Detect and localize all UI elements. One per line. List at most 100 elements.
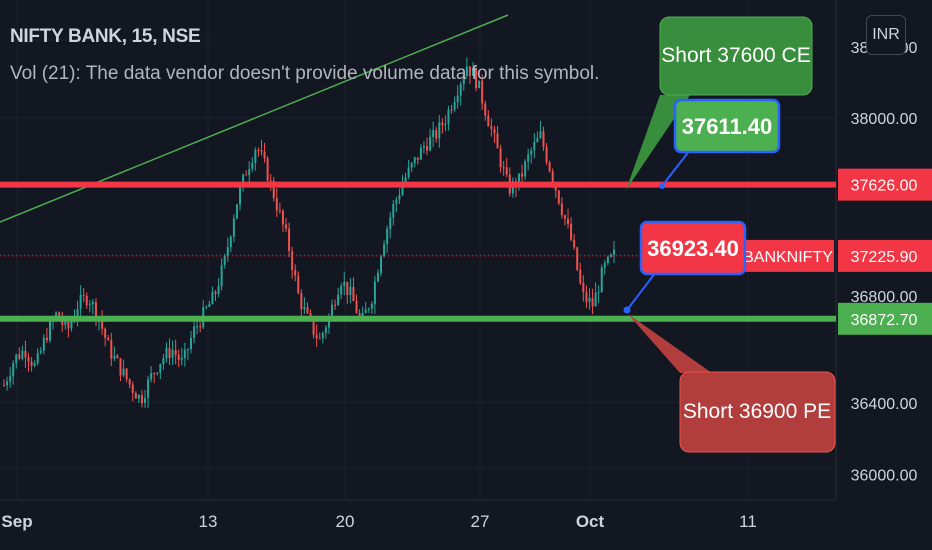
callout-pointer [661,149,691,187]
price-tag-bg [838,168,932,201]
candle-body [303,307,306,310]
candle-body [150,373,153,380]
candle-body [330,304,333,316]
callout-box [679,371,836,453]
candle-body [521,173,524,177]
callout-pointer [626,271,657,311]
candle-body [297,275,300,294]
candle-body [6,381,9,386]
candle-body [422,146,425,148]
candle-body [573,239,576,248]
candle-body [159,364,162,373]
candle-body [579,269,582,283]
x-tick-label: Oct [576,512,605,531]
candle-body [373,281,376,304]
candle-body [122,368,125,376]
callout-37611: 37611.40 [659,98,781,189]
candle-body [453,102,456,110]
candle-body [407,167,410,178]
candle-body [542,131,545,147]
candle-body [355,301,358,314]
candle-body [21,350,24,359]
candle-body [315,334,318,339]
price-tag: 36872.70 [838,302,932,335]
candle-body [306,307,309,314]
candle-body [563,215,566,219]
candle-body [186,349,189,351]
candle-body [42,337,45,351]
candle-body [263,151,266,159]
candle-body [242,174,245,188]
candle-body [91,301,94,305]
candle-body [294,269,297,276]
candle-body [432,130,435,137]
candle-body [585,292,588,302]
candle-body [70,321,73,329]
candle-body [471,69,474,76]
candle-body [606,256,609,264]
candle-body [386,228,389,244]
symbol-tag-bg [742,239,834,272]
price-tag: 37225.90 BANKNIFTY [742,239,932,272]
candle-body [383,243,386,257]
callout-box [673,98,781,154]
candle-body [254,149,257,163]
x-tick-label: 20 [336,512,355,531]
candle-body [358,313,361,316]
candle-body [12,363,15,377]
candle-body [67,321,70,329]
currency-button[interactable]: INR [866,15,906,55]
price-tag-label: 37626.00 [851,178,918,195]
candle-body [364,309,367,313]
candle-body [597,292,600,294]
candle-body [367,308,370,310]
candle-body [404,177,407,184]
candle-body [551,171,554,183]
candle-body [171,350,174,358]
candle-body [281,210,284,225]
callout-box [659,16,813,96]
candle-body [245,174,248,176]
candle-body [435,130,438,139]
callout-pointer [628,314,712,373]
candle-body [113,355,116,359]
candle-body [349,287,352,296]
candle-body [125,368,128,380]
candle-body [18,354,21,359]
candle-body [285,224,288,229]
price-tag-bg [838,239,932,272]
candle-body [27,357,30,362]
anchor-point [659,183,665,189]
candle-body [557,190,560,204]
candle-body [140,394,143,404]
candle-body [478,80,481,89]
candle-body [548,162,551,172]
volume-note: Vol (21): The data vendor doesn't provid… [10,63,600,84]
candle-body [389,217,392,229]
candle-body [131,384,134,393]
candle-body [82,294,85,296]
candle-body [343,281,346,286]
candle-body [48,321,51,341]
candle-body [545,146,548,163]
price-tag-bg [838,302,932,335]
candle-body [340,285,343,295]
x-tick-label: 27 [471,512,490,531]
y-tick-label: 36800.00 [851,289,918,306]
candle-body [239,187,242,205]
candle-body [110,340,113,359]
candle-body [426,146,429,151]
candle-body [119,358,122,376]
candle-body [441,122,444,126]
candle-body [487,115,490,127]
candle-body [199,326,202,328]
candle-body [444,123,447,126]
candle-body [156,372,159,374]
candle-body [165,347,168,359]
candle-body [9,376,12,382]
candle-body [419,147,422,160]
candle-body [196,326,199,328]
candle-body [527,154,530,162]
